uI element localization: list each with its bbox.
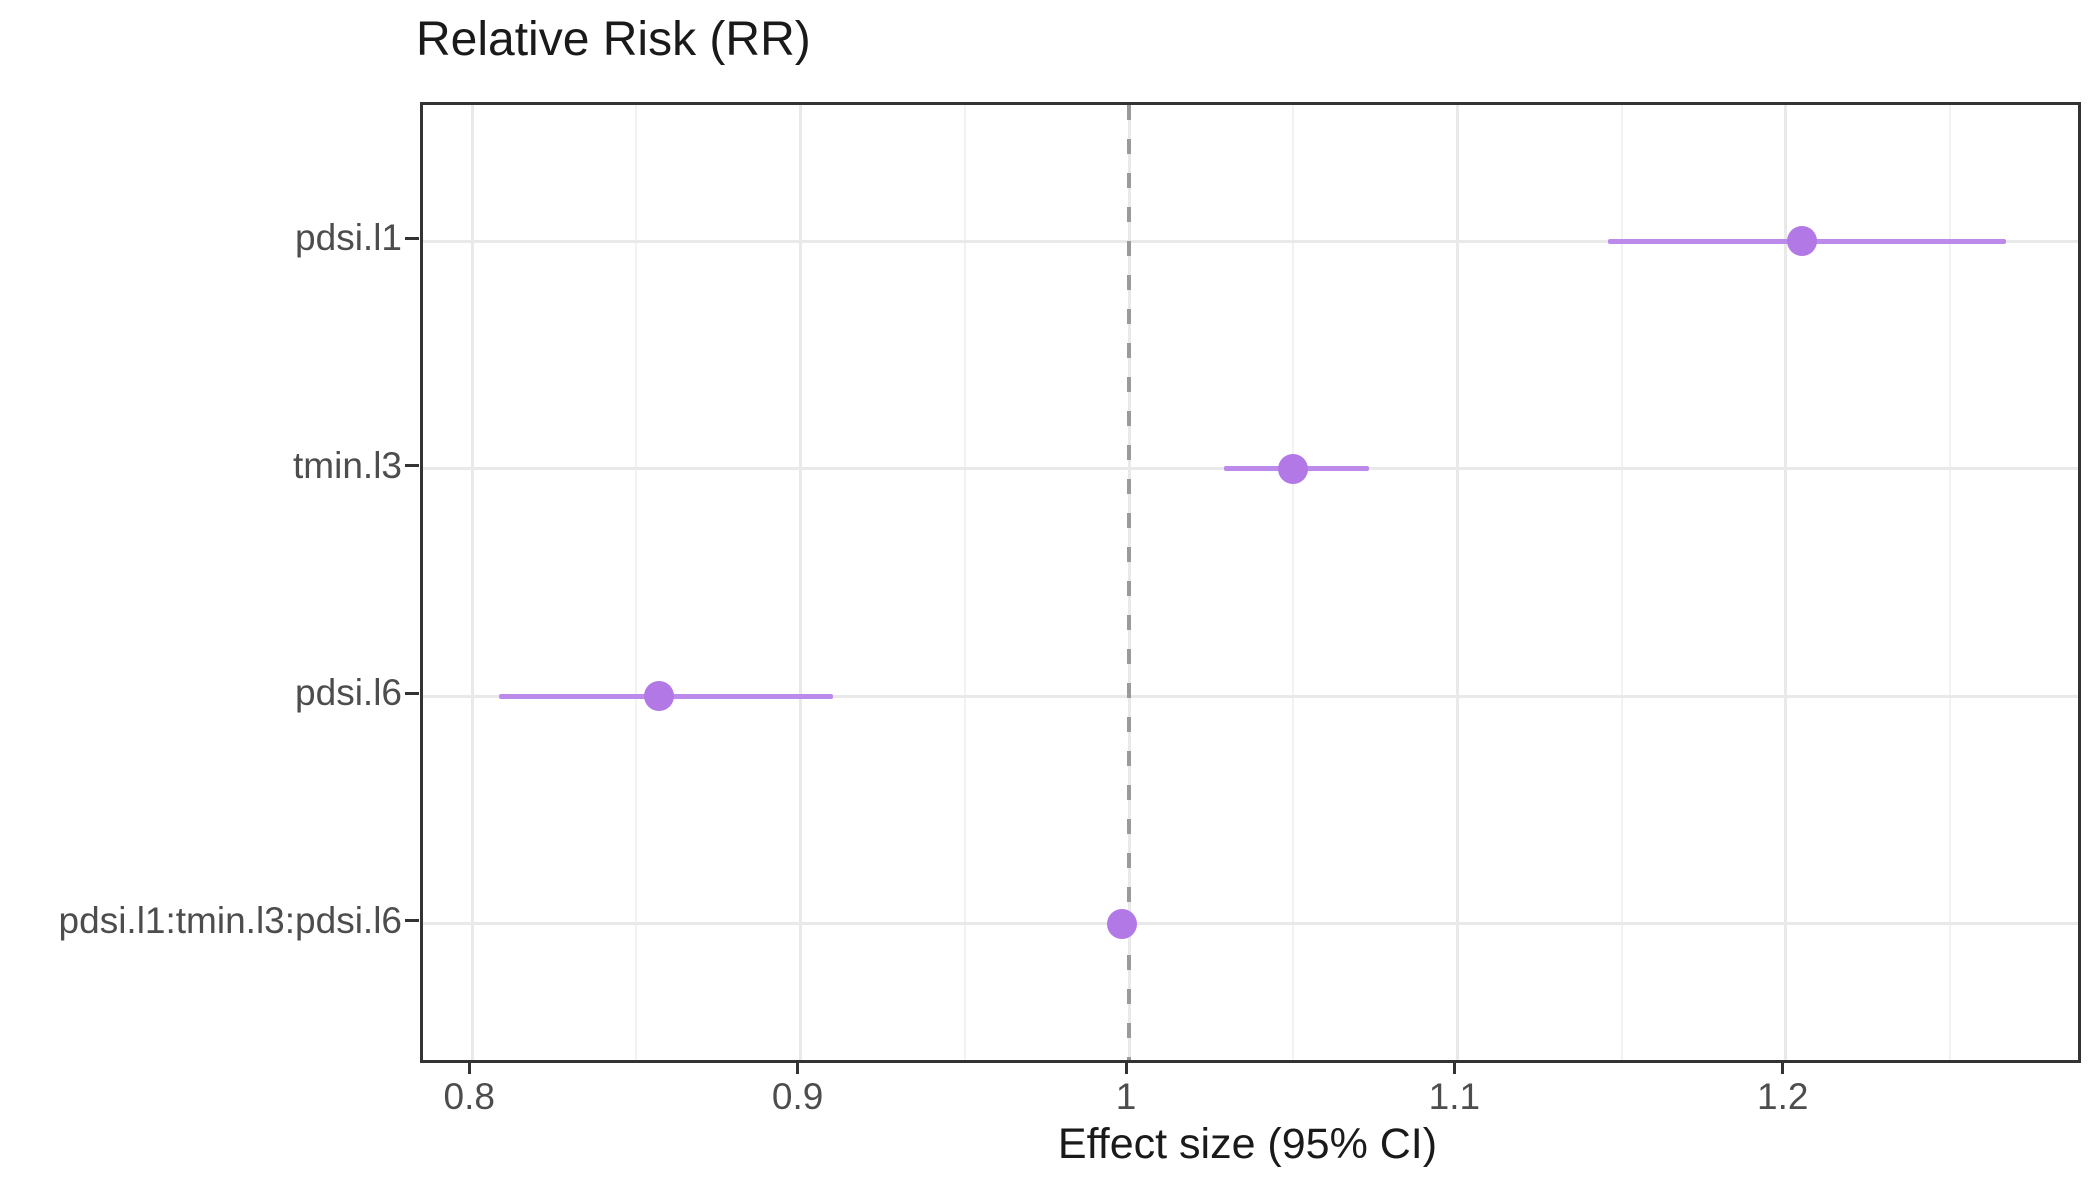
minor-gridline (635, 105, 638, 1060)
x-tick-label: 0.9 (771, 1076, 824, 1117)
y-tick-label: tmin.l3 (293, 444, 402, 486)
row-gridline (423, 694, 2078, 698)
x-tick-label: 1.2 (1757, 1076, 1809, 1117)
y-tick-mark (405, 919, 419, 923)
minor-gridline (1948, 105, 1951, 1060)
major-gridline (470, 105, 474, 1060)
x-tick-mark (1452, 1060, 1456, 1074)
plot-title: Relative Risk (RR) (416, 13, 811, 66)
major-gridline (1784, 105, 1788, 1060)
x-axis-title: Effect size (95% CI) (1057, 1120, 1438, 1168)
estimate-point (644, 681, 675, 712)
major-gridline (799, 105, 803, 1060)
x-tick-label: 1.1 (1428, 1076, 1481, 1117)
x-tick-mark (467, 1060, 471, 1074)
y-tick-mark (405, 464, 419, 468)
row-gridline (423, 922, 2078, 926)
x-tick-label: 0.8 (443, 1076, 495, 1117)
estimate-point (1278, 453, 1309, 484)
y-tick-mark (405, 691, 419, 695)
y-tick-label: pdsi.l1 (295, 217, 402, 259)
y-tick-label: pdsi.l1:tmin.l3:pdsi.l6 (58, 899, 402, 941)
x-tick-label: 1 (1115, 1076, 1137, 1117)
y-tick-label: pdsi.l6 (295, 672, 402, 714)
plot-panel (420, 102, 2081, 1063)
major-gridline (1455, 105, 1459, 1060)
minor-gridline (1292, 105, 1295, 1060)
x-tick-mark (1124, 1060, 1128, 1074)
estimate-point (1107, 908, 1138, 939)
reference-line (1127, 105, 1131, 1060)
row-gridline (423, 239, 2078, 243)
y-tick-mark (405, 236, 419, 240)
estimate-point (1787, 226, 1818, 257)
minor-gridline (1620, 105, 1623, 1060)
x-tick-mark (796, 1060, 800, 1074)
minor-gridline (963, 105, 966, 1060)
x-tick-mark (1781, 1060, 1785, 1074)
